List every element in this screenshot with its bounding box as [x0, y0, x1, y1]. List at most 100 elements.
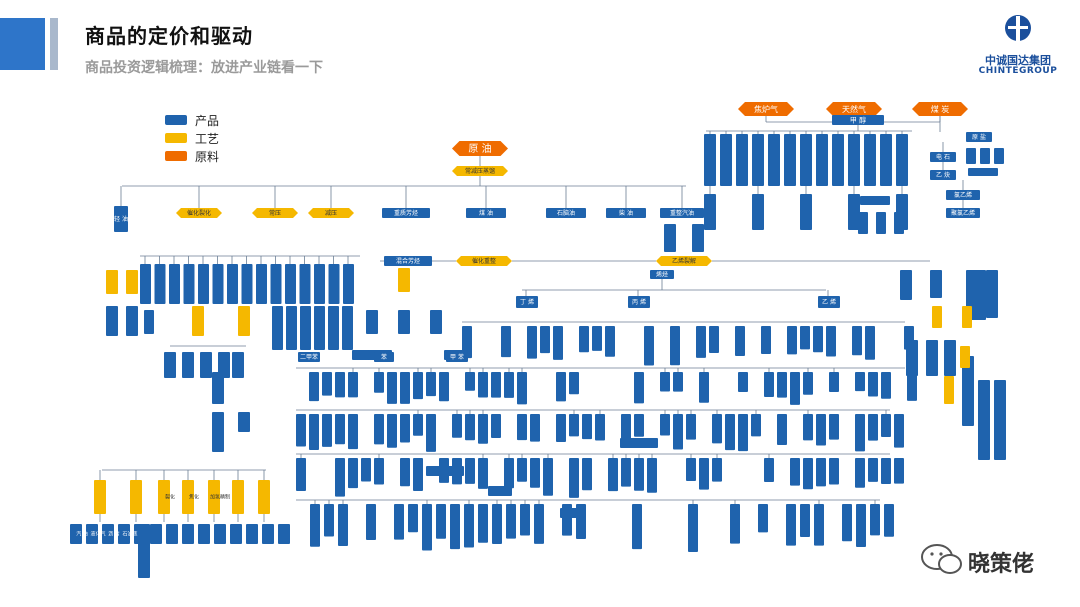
product-node — [569, 372, 579, 395]
product-node — [361, 458, 371, 482]
product-node — [894, 414, 904, 448]
product-node — [758, 504, 768, 533]
right-product-node — [930, 270, 942, 298]
bottom-process-node — [130, 480, 142, 514]
level1-derivative-node — [144, 310, 154, 334]
bottom-process-node — [158, 480, 170, 514]
level1-derivative-node — [270, 264, 282, 304]
product-node — [504, 372, 514, 398]
methanol-derivative-node — [880, 134, 892, 186]
product-node — [660, 414, 670, 436]
node-coal-branch-2-shape — [930, 170, 956, 180]
product-node — [530, 458, 540, 488]
product-node — [413, 458, 423, 492]
logo-text-cn: 中诚国达集团 — [985, 54, 1051, 67]
product-node — [894, 458, 904, 484]
product-node — [464, 504, 474, 548]
bottom-product-node — [182, 524, 194, 544]
node-olefin-2-label: 乙 烯 — [822, 298, 836, 306]
bottom-product-node — [230, 524, 242, 544]
product-node — [488, 486, 512, 496]
node-coal-branch-1-label: 电 石 — [936, 153, 950, 161]
product-node — [413, 414, 423, 436]
right-process-node — [960, 346, 970, 368]
bottom-product-node — [232, 352, 244, 378]
product-node — [842, 504, 852, 542]
product-node — [881, 372, 891, 399]
product-node — [492, 504, 502, 545]
product-node — [735, 326, 745, 357]
product-node — [422, 504, 432, 551]
wechat-icon — [921, 544, 962, 574]
node-level1-product-2-shape — [466, 208, 506, 218]
product-node — [439, 372, 449, 402]
product-node — [814, 504, 824, 546]
product-node — [699, 458, 709, 490]
product-node — [543, 458, 553, 496]
right-product-node — [944, 340, 956, 376]
process-node — [106, 270, 118, 294]
product-node — [569, 414, 579, 437]
product-node — [491, 414, 501, 439]
product-node — [670, 326, 680, 366]
right-product-node — [986, 270, 998, 318]
product-node — [673, 414, 683, 450]
node-level1-product-3-shape — [546, 208, 586, 218]
methanol-derivative-node — [704, 134, 716, 186]
bottom-product-node — [246, 524, 258, 544]
bottom-product-node — [218, 352, 230, 378]
coal-derivative-node — [994, 148, 1004, 164]
product-node — [534, 504, 544, 544]
product-node — [296, 414, 306, 447]
node-raw-material-2-shape — [912, 102, 968, 116]
product-node — [582, 414, 592, 440]
product-node — [366, 504, 376, 540]
product-node — [881, 458, 891, 485]
product-node — [881, 414, 891, 438]
bottom-product-label-1: 液化气 — [90, 531, 105, 538]
legend-swatch-process — [165, 133, 187, 143]
right-product-node — [926, 340, 938, 376]
node-raw-material-0-label: 焦炉气 — [754, 104, 778, 114]
node-level1-product-5-label: 重整汽油 — [670, 209, 694, 217]
product-node — [855, 372, 865, 392]
right-product-node — [900, 270, 912, 300]
node-root-process-shape — [452, 166, 508, 176]
node-olefin-0-label: 丁 烯 — [520, 298, 534, 306]
product-node — [374, 458, 384, 485]
bottom-product-node — [182, 352, 194, 378]
node-olefin-2-shape — [818, 296, 840, 308]
node-raw-material-0-shape — [738, 102, 794, 116]
product-node — [595, 414, 605, 441]
methanol-derivative-node — [816, 134, 828, 186]
product-node — [738, 372, 748, 393]
product-node — [787, 326, 797, 355]
product-node — [465, 414, 475, 441]
company-logo: 中诚国达集团 CHINTEGROUP — [968, 14, 1068, 82]
product-node — [348, 458, 358, 489]
bottom-product-label-0: 汽 油 — [76, 531, 88, 538]
legend-label-material: 原料 — [195, 150, 220, 164]
legend-item-product: 产品 — [165, 112, 285, 130]
product-node — [634, 458, 644, 491]
product-node — [865, 326, 875, 360]
level1-derivative-node — [241, 264, 253, 304]
legend-label-product: 产品 — [195, 114, 220, 128]
product-node — [348, 414, 358, 450]
product-node — [786, 504, 796, 546]
node-level1-product-1-shape — [382, 208, 430, 218]
node-cracking-0-shape — [456, 256, 512, 266]
node-cracking-1-label: 乙烯裂解 — [672, 257, 696, 265]
product-node — [592, 326, 602, 351]
product-node — [790, 372, 800, 405]
product-node — [761, 326, 771, 354]
methanol-derivative-node — [848, 194, 860, 230]
level1-derivative-node — [154, 264, 166, 304]
product-node — [868, 414, 878, 441]
product-node — [478, 458, 488, 489]
product-node — [296, 458, 306, 491]
product-node — [540, 326, 550, 354]
bottom-product-node — [262, 524, 274, 544]
product-node — [527, 326, 537, 359]
